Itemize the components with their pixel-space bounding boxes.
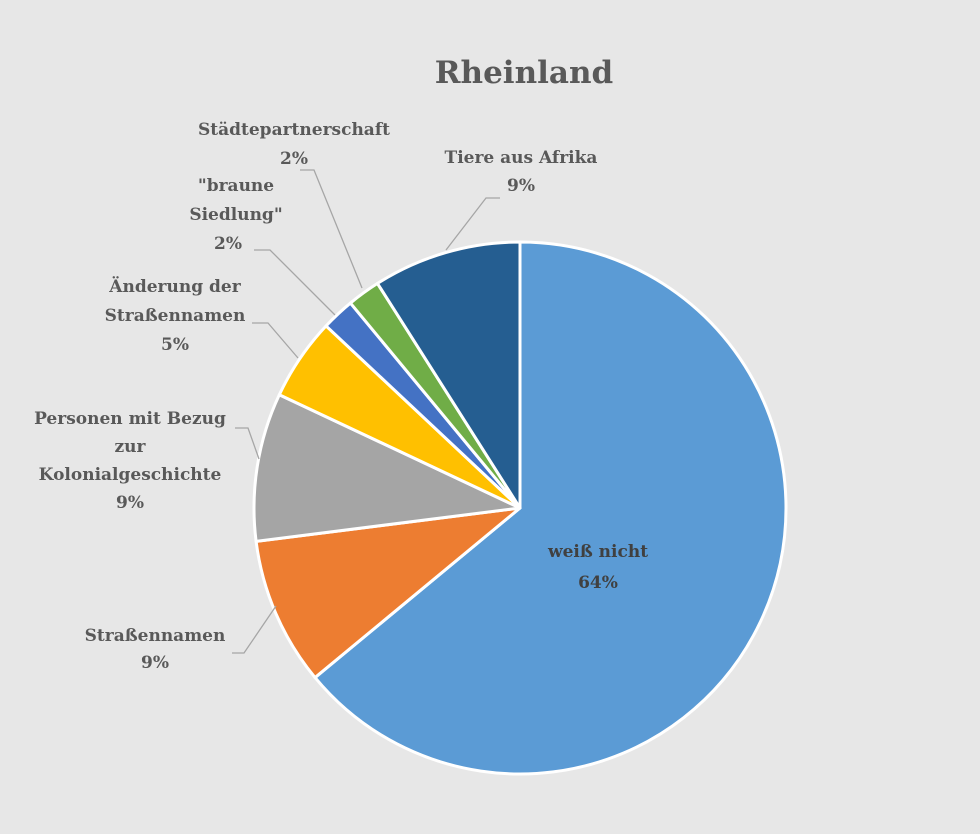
- chart-title: Rheinland: [435, 55, 613, 91]
- data-label: weiß nicht 64%: [547, 542, 648, 593]
- data-label: Straßennamen 9%: [85, 626, 226, 673]
- data-label-category: Städtepartnerschaft: [198, 120, 390, 140]
- data-label-percent: 2%: [214, 234, 242, 254]
- data-label: Städtepartnerschaft 2%: [198, 120, 390, 169]
- pie-slices: [252, 240, 788, 776]
- leader-line: [252, 322, 299, 359]
- data-label: Änderung der Straßennamen 5%: [105, 276, 246, 355]
- data-label-category: Änderung der: [108, 276, 241, 297]
- pie-slice: [254, 506, 522, 680]
- leader-line: [235, 427, 260, 460]
- data-label-category: Kolonialgeschichte: [39, 465, 222, 485]
- data-label: Personen mit Bezug zur Kolonialgeschichte 9…: [34, 409, 226, 513]
- data-label-category: "braune: [198, 176, 274, 196]
- pie-slice: [313, 240, 788, 776]
- data-label-category: Straßennamen: [105, 306, 246, 326]
- data-label-category: Straßennamen: [85, 626, 226, 646]
- data-label-percent: 2%: [280, 149, 308, 169]
- data-labels: weiß nicht 64%Straßennamen 9%Personen mit …: [34, 120, 648, 673]
- data-label-category: weiß nicht: [547, 542, 648, 562]
- leader-line: [232, 605, 277, 654]
- data-label-percent: 9%: [116, 493, 144, 513]
- data-label-percent: 64%: [578, 573, 618, 593]
- data-label: "braune Siedlung" 2%: [189, 176, 282, 254]
- data-label-percent: 9%: [141, 653, 169, 673]
- data-label: Tiere aus Afrika 9%: [445, 148, 598, 196]
- data-label-category: Personen mit Bezug: [34, 409, 226, 429]
- data-label-category: Siedlung": [189, 205, 282, 225]
- leader-line: [254, 249, 336, 316]
- leader-lines: [232, 169, 500, 654]
- data-label-percent: 5%: [161, 335, 189, 355]
- data-label-category: Tiere aus Afrika: [445, 148, 598, 168]
- pie-slice: [375, 240, 522, 510]
- leader-line: [300, 169, 363, 289]
- data-label-percent: 9%: [507, 176, 535, 196]
- data-label-category: zur: [115, 437, 147, 457]
- pie-slice: [252, 393, 522, 543]
- leader-line: [445, 197, 500, 251]
